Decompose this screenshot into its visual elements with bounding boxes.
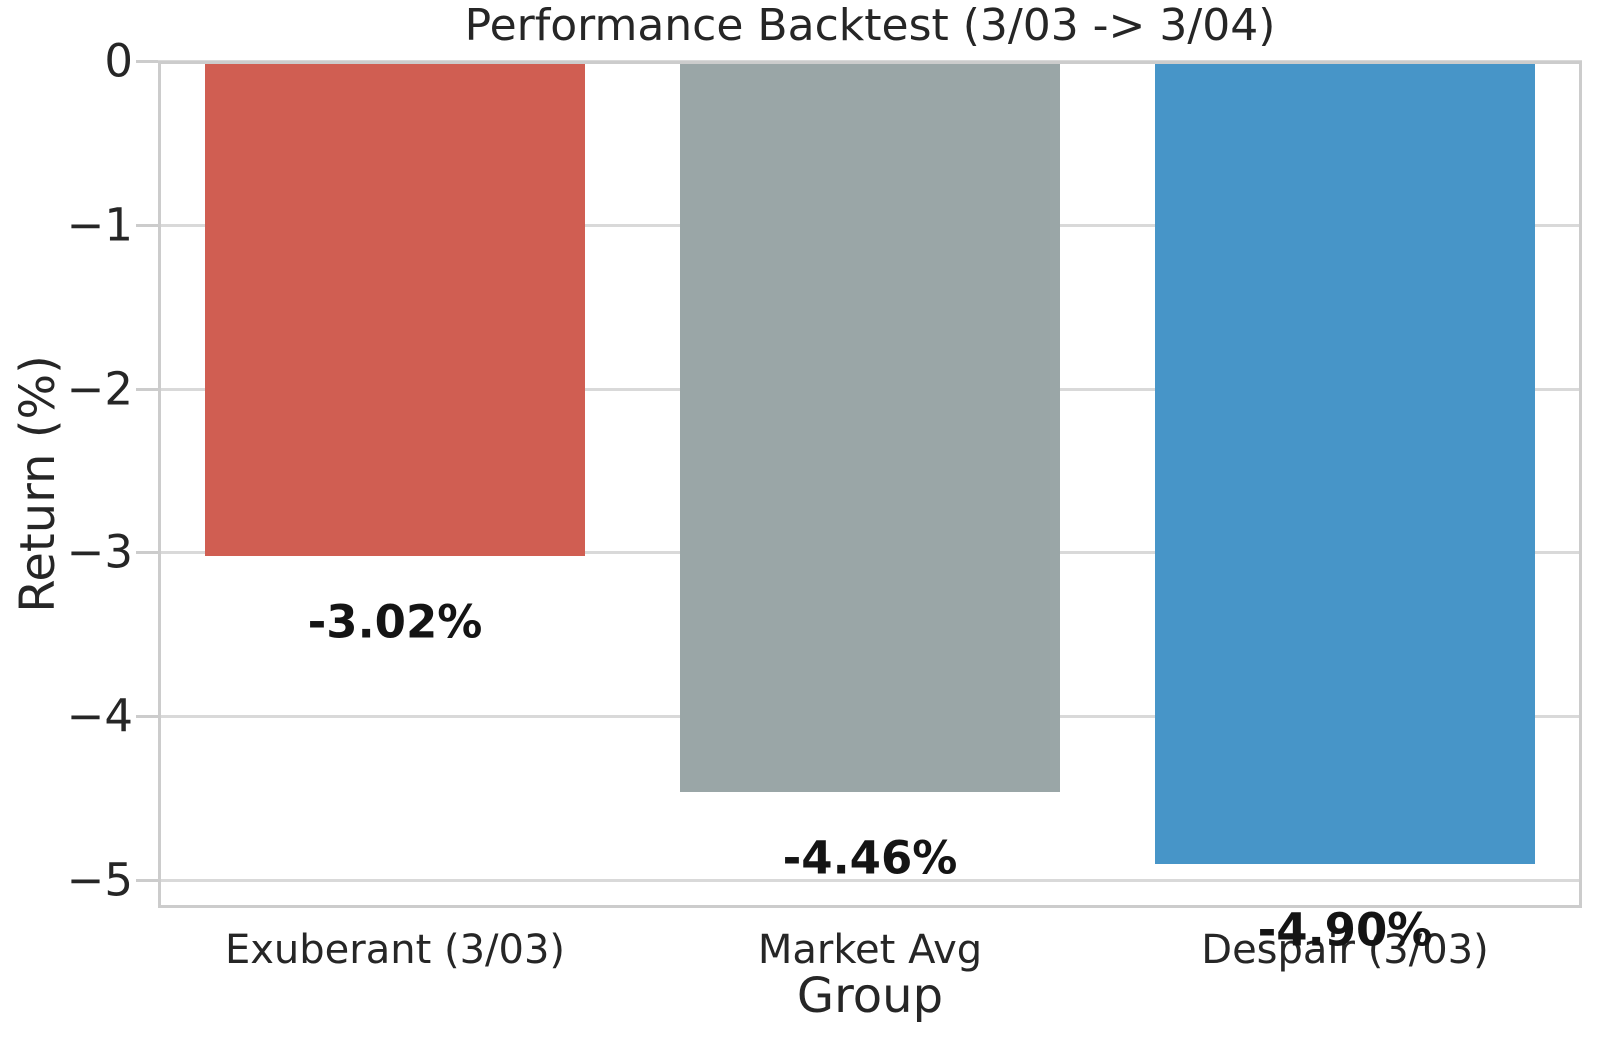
y-tick-label: −2: [66, 362, 133, 416]
bar-exuberant-3-03: [205, 61, 585, 556]
chart-title: Performance Backtest (3/03 -> 3/04): [464, 0, 1276, 51]
y-tick-mark: [136, 60, 158, 63]
y-tick-mark: [136, 879, 158, 882]
y-tick-mark: [136, 715, 158, 718]
y-tick-mark: [136, 224, 158, 227]
y-tick-mark: [136, 388, 158, 391]
y-tick-label: −5: [66, 853, 133, 907]
x-tick-label-market-avg: Market Avg: [757, 927, 983, 973]
y-tick-label: −1: [66, 198, 133, 252]
x-tick-label-exuberant-3-03: Exuberant (3/03): [224, 927, 566, 973]
y-gridline: [158, 879, 1582, 882]
bar-value-label-exuberant-3-03: -3.02%: [307, 595, 483, 649]
bar-despair-3-03: [1155, 61, 1535, 864]
y-tick-label: −4: [66, 689, 133, 743]
y-tick-label: 0: [104, 34, 133, 88]
bar-market-avg: [680, 61, 1060, 792]
y-tick-mark: [136, 551, 158, 554]
x-tick-label-despair-3-03: Despair (3/03): [1201, 927, 1489, 973]
x-axis-label: Group: [796, 968, 944, 1024]
bar-value-label-market-avg: -4.46%: [782, 831, 958, 885]
bar-value-label-despair-3-03: -4.90%: [1257, 903, 1433, 957]
y-tick-label: −3: [66, 525, 133, 579]
